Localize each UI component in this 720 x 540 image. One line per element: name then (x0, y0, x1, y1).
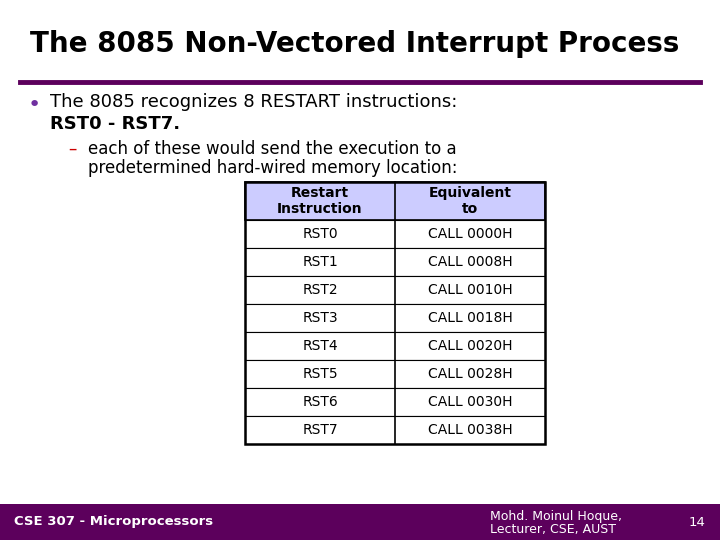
Text: RST0: RST0 (302, 227, 338, 241)
Bar (245, 332, 545, 360)
Bar (245, 388, 545, 416)
Text: –: – (68, 140, 76, 158)
Text: CALL 0008H: CALL 0008H (428, 255, 513, 269)
Bar (245, 304, 545, 332)
Text: CALL 0010H: CALL 0010H (428, 283, 513, 297)
Text: RST4: RST4 (302, 339, 338, 353)
Text: Equivalent
to: Equivalent to (428, 186, 511, 216)
Text: The 8085 Non-Vectored Interrupt Process: The 8085 Non-Vectored Interrupt Process (30, 30, 680, 58)
Bar (245, 416, 545, 444)
Text: RST3: RST3 (302, 311, 338, 325)
Text: •: • (28, 95, 41, 115)
Text: Restart
Instruction: Restart Instruction (277, 186, 363, 216)
Text: predetermined hard-wired memory location:: predetermined hard-wired memory location… (88, 159, 457, 177)
Text: CSE 307 - Microprocessors: CSE 307 - Microprocessors (14, 516, 213, 529)
Bar (245, 220, 545, 248)
Bar (245, 360, 545, 388)
Text: CALL 0000H: CALL 0000H (428, 227, 512, 241)
Text: The 8085 recognizes 8 RESTART instructions:: The 8085 recognizes 8 RESTART instructio… (50, 93, 457, 111)
Bar (0, 504, 720, 540)
Text: RST1: RST1 (302, 255, 338, 269)
Text: Mohd. Moinul Hoque,: Mohd. Moinul Hoque, (490, 510, 622, 523)
Text: CALL 0018H: CALL 0018H (428, 311, 513, 325)
Text: RST2: RST2 (302, 283, 338, 297)
Text: CALL 0020H: CALL 0020H (428, 339, 512, 353)
Bar (245, 276, 545, 304)
Text: Lecturer, CSE, AUST: Lecturer, CSE, AUST (490, 523, 616, 536)
Text: RST5: RST5 (302, 367, 338, 381)
Bar (245, 248, 545, 276)
Bar (245, 182, 545, 220)
Text: CALL 0030H: CALL 0030H (428, 395, 512, 409)
Text: RST6: RST6 (302, 395, 338, 409)
Text: each of these would send the execution to a: each of these would send the execution t… (88, 140, 456, 158)
Text: 14: 14 (688, 516, 705, 529)
Text: RST0 - RST7.: RST0 - RST7. (50, 115, 180, 133)
Text: RST7: RST7 (302, 423, 338, 437)
Bar (245, 182, 545, 444)
Text: CALL 0028H: CALL 0028H (428, 367, 513, 381)
Text: CALL 0038H: CALL 0038H (428, 423, 513, 437)
